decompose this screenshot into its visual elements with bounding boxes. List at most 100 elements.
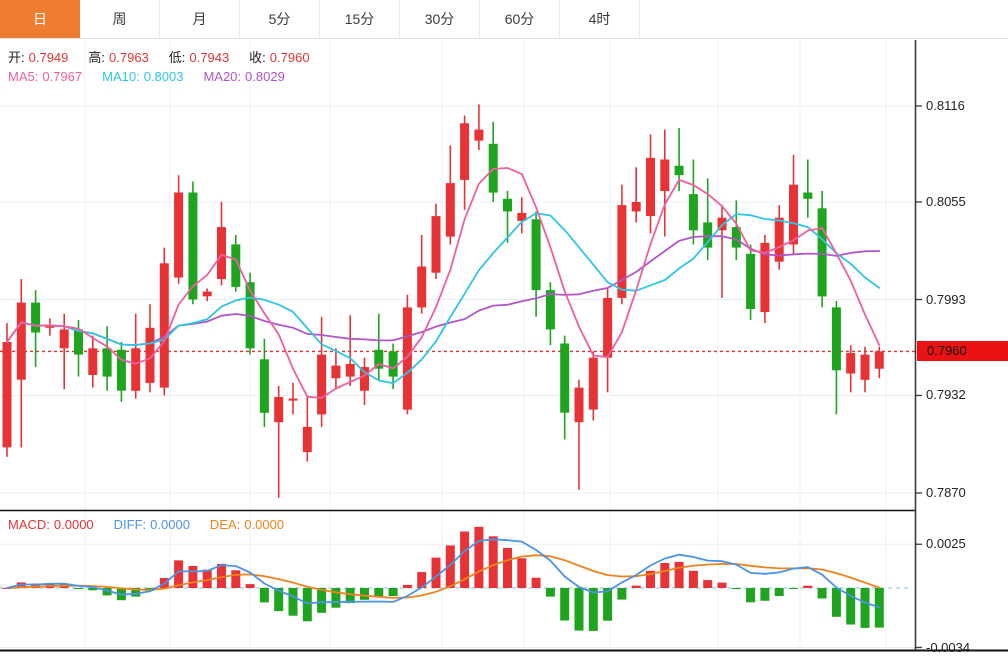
tab-day[interactable]: 日 (0, 0, 80, 38)
macd-bar (531, 577, 541, 588)
price-axis-label: 0.7870 (926, 485, 966, 500)
timeframe-tabbar: 日周月 5分 15分 30分 60分 4时 (0, 0, 1008, 39)
macdRow-item: MACD: 0.0000 (8, 517, 98, 532)
macd-bar (374, 588, 384, 598)
macd-bar (746, 588, 756, 603)
candle (617, 205, 627, 298)
macd-bar (646, 570, 655, 588)
candle (145, 327, 155, 383)
macd-bar (331, 588, 341, 608)
frame-lines (0, 40, 1008, 652)
legend-label: MA20: (203, 69, 242, 84)
candle (217, 227, 226, 279)
tab-30min[interactable]: 30分 (400, 0, 480, 38)
macd-bar (588, 588, 598, 631)
macd-bar (488, 536, 498, 588)
candle (503, 198, 512, 212)
legend-value: 0.7960 (269, 50, 310, 65)
ma5-line (6, 167, 881, 399)
candlesticks (2, 104, 884, 498)
candle (631, 202, 641, 212)
candle (159, 263, 169, 388)
candle (388, 351, 398, 377)
macd-bar (131, 588, 141, 597)
macd-bar (474, 526, 484, 588)
candle (59, 329, 69, 349)
tab-week[interactable]: 周 (80, 0, 160, 38)
legend-value: 0.0000 (53, 517, 94, 532)
legend-label: 收: (249, 50, 266, 65)
macd-bar (503, 548, 512, 588)
macd-bar (274, 588, 284, 612)
macd-bar (688, 570, 698, 588)
macd-bar (102, 588, 112, 596)
tab-4hour[interactable]: 4时 (560, 0, 640, 38)
legend-value: 0.7949 (28, 50, 69, 65)
candle (531, 219, 541, 291)
candle (731, 227, 741, 248)
candle (174, 192, 184, 278)
candle (703, 222, 713, 248)
diff-line (6, 538, 881, 609)
price-axis-label: 0.7993 (926, 291, 966, 307)
macd-bar (803, 585, 813, 588)
macd-bar (445, 545, 455, 588)
candle (188, 192, 198, 300)
candle (302, 426, 312, 453)
legend-label: MA10: (102, 69, 140, 84)
macd-bar (860, 588, 870, 628)
candle (202, 291, 212, 297)
macd-bar (560, 588, 570, 621)
ma10-line (6, 212, 881, 385)
macd-bar (402, 584, 412, 588)
candle (789, 184, 798, 245)
macd-bar (302, 588, 312, 622)
candle (774, 217, 784, 262)
macd-bar (717, 582, 727, 588)
macd-axis-label: 0.0025 (926, 536, 966, 552)
candle (331, 365, 341, 379)
macd-bar (545, 588, 555, 597)
legend-label: 低: (168, 50, 186, 65)
macd-bar (660, 563, 670, 588)
macd-bar (789, 588, 798, 589)
macd-bar (831, 588, 841, 617)
candle (131, 348, 141, 391)
macd-readout: MACD: 0.0000 DIFF: 0.0000 DEA: 0.0000 (8, 517, 304, 532)
candle (746, 253, 756, 309)
candle (317, 354, 327, 415)
macd-bar (345, 588, 355, 604)
macd-bar (460, 531, 470, 588)
candle (231, 244, 241, 287)
ohlcRow-item: 低: 0.7943 (169, 50, 233, 65)
macd-bar (388, 588, 398, 597)
macd-bar (517, 558, 527, 588)
candle (574, 387, 584, 423)
macd-bar (603, 588, 613, 621)
candle (874, 351, 884, 369)
tab-5min[interactable]: 5分 (240, 0, 320, 38)
macd-bar (259, 588, 269, 603)
candle (360, 367, 369, 391)
macd-bar (731, 588, 741, 590)
tab-month[interactable]: 月 (160, 0, 240, 38)
legend-value: 0.8029 (245, 69, 285, 84)
legend-label: DEA: (209, 517, 241, 532)
candle (803, 192, 813, 199)
macdRow-item: DEA: 0.0000 (210, 517, 288, 532)
macd-bar (231, 570, 241, 588)
legend-value: 0.7943 (189, 50, 230, 65)
candle (274, 397, 284, 423)
maRow-item: MA20: 0.8029 (203, 69, 288, 84)
macd-bar (417, 572, 427, 588)
tab-60min[interactable]: 60分 (480, 0, 560, 38)
ohlcRow-item: 开: 0.7949 (8, 50, 72, 65)
price-axis-label: 0.8055 (926, 193, 966, 209)
candle (760, 242, 770, 313)
macd-bar (317, 588, 327, 613)
current-price-badge: 0.7960 (917, 341, 1008, 362)
tab-15min[interactable]: 15分 (320, 0, 400, 38)
candle (345, 364, 355, 377)
